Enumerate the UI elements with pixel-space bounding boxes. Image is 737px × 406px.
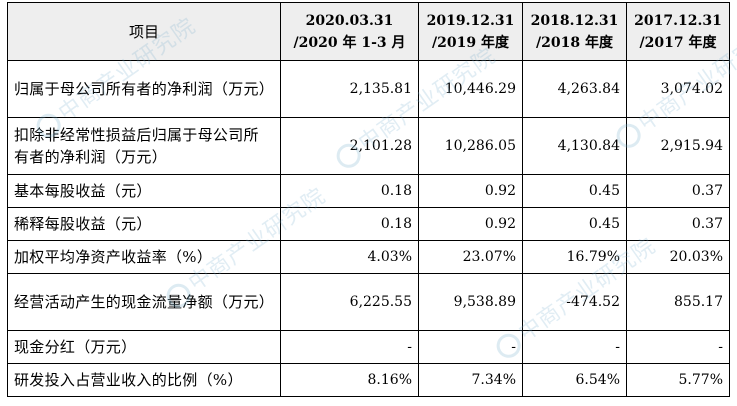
financial-indicators-table: 项目 2020.03.31 /2020 年 1-3 月 2019.12.31 /…: [7, 2, 730, 397]
row-label: 加权平均净资产收益率（%）: [7, 240, 281, 274]
cell-value: 10,286.05: [418, 117, 523, 175]
header-period: /2018 年度: [536, 34, 613, 51]
header-period: /2017 年度: [639, 34, 717, 51]
cell-value: 0.45: [522, 174, 627, 208]
header-item: 项目: [7, 2, 281, 61]
row-label: 基本每股收益（元）: [7, 174, 281, 208]
table-row-net-profit: 归属于母公司所有者的净利润（万元） 2,135.81 10,446.29 4,2…: [7, 60, 730, 118]
cell-value: 2,135.81: [280, 60, 419, 118]
cell-value: 7.34%: [418, 363, 523, 397]
table-row-diluted-eps: 稀释每股收益（元） 0.18 0.92 0.45 0.37: [7, 207, 730, 241]
cell-value: 4,263.84: [522, 60, 627, 118]
cell-value: 5.77%: [626, 363, 730, 397]
row-label: 现金分红（万元）: [7, 330, 281, 364]
header-date: 2019.12.31: [426, 12, 515, 29]
cell-value: 3,074.02: [626, 60, 730, 118]
table-row-net-profit-deducted: 扣除非经常性损益后归属于母公司所有者的净利润（万元） 2,101.28 10,2…: [7, 117, 730, 175]
cell-value: 9,538.89: [418, 273, 523, 331]
cell-value: 20.03%: [626, 240, 730, 274]
cell-value: 10,446.29: [418, 60, 523, 118]
cell-value: -: [280, 330, 419, 364]
cell-value: 4,130.84: [522, 117, 627, 175]
cell-value: -: [418, 330, 523, 364]
header-col-2019: 2019.12.31 /2019 年度: [418, 2, 523, 61]
cell-value: 6,225.55: [280, 273, 419, 331]
cell-value: 2,915.94: [626, 117, 730, 175]
cell-value: 2,101.28: [280, 117, 419, 175]
row-label: 经营活动产生的现金流量净额（万元）: [7, 273, 281, 331]
cell-value: 855.17: [626, 273, 730, 331]
header-col-2017: 2017.12.31 /2017 年度: [626, 2, 730, 61]
table-row-operating-cashflow: 经营活动产生的现金流量净额（万元） 6,225.55 9,538.89 -474…: [7, 273, 730, 331]
cell-value: -: [522, 330, 627, 364]
header-period: /2020 年 1-3 月: [293, 34, 406, 51]
financial-table-container: 项目 2020.03.31 /2020 年 1-3 月 2019.12.31 /…: [7, 2, 730, 397]
cell-value: 0.92: [418, 174, 523, 208]
cell-value: 0.92: [418, 207, 523, 241]
header-col-2020q1: 2020.03.31 /2020 年 1-3 月: [280, 2, 419, 61]
cell-value: 23.07%: [418, 240, 523, 274]
header-date: 2020.03.31: [305, 12, 394, 29]
table-row-cash-dividend: 现金分红（万元） - - - -: [7, 330, 730, 364]
cell-value: -: [626, 330, 730, 364]
row-label: 扣除非经常性损益后归属于母公司所有者的净利润（万元）: [7, 117, 281, 175]
cell-value: 6.54%: [522, 363, 627, 397]
header-period: /2019 年度: [432, 34, 509, 51]
cell-value: 4.03%: [280, 240, 419, 274]
row-label: 稀释每股收益（元）: [7, 207, 281, 241]
cell-value: 0.45: [522, 207, 627, 241]
row-label: 研发投入占营业收入的比例（%）: [7, 363, 281, 397]
table-row-rnd-ratio: 研发投入占营业收入的比例（%） 8.16% 7.34% 6.54% 5.77%: [7, 363, 730, 397]
header-col-2018: 2018.12.31 /2018 年度: [522, 2, 627, 61]
cell-value: 16.79%: [522, 240, 627, 274]
cell-value: 0.18: [280, 207, 419, 241]
cell-value: 8.16%: [280, 363, 419, 397]
cell-value: 0.37: [626, 174, 730, 208]
table-header-row: 项目 2020.03.31 /2020 年 1-3 月 2019.12.31 /…: [7, 2, 730, 61]
cell-value: -474.52: [522, 273, 627, 331]
header-date: 2017.12.31: [634, 12, 722, 29]
header-date: 2018.12.31: [530, 12, 619, 29]
cell-value: 0.18: [280, 174, 419, 208]
cell-value: 0.37: [626, 207, 730, 241]
row-label: 归属于母公司所有者的净利润（万元）: [7, 60, 281, 118]
table-row-roe: 加权平均净资产收益率（%） 4.03% 23.07% 16.79% 20.03%: [7, 240, 730, 274]
table-row-basic-eps: 基本每股收益（元） 0.18 0.92 0.45 0.37: [7, 174, 730, 208]
